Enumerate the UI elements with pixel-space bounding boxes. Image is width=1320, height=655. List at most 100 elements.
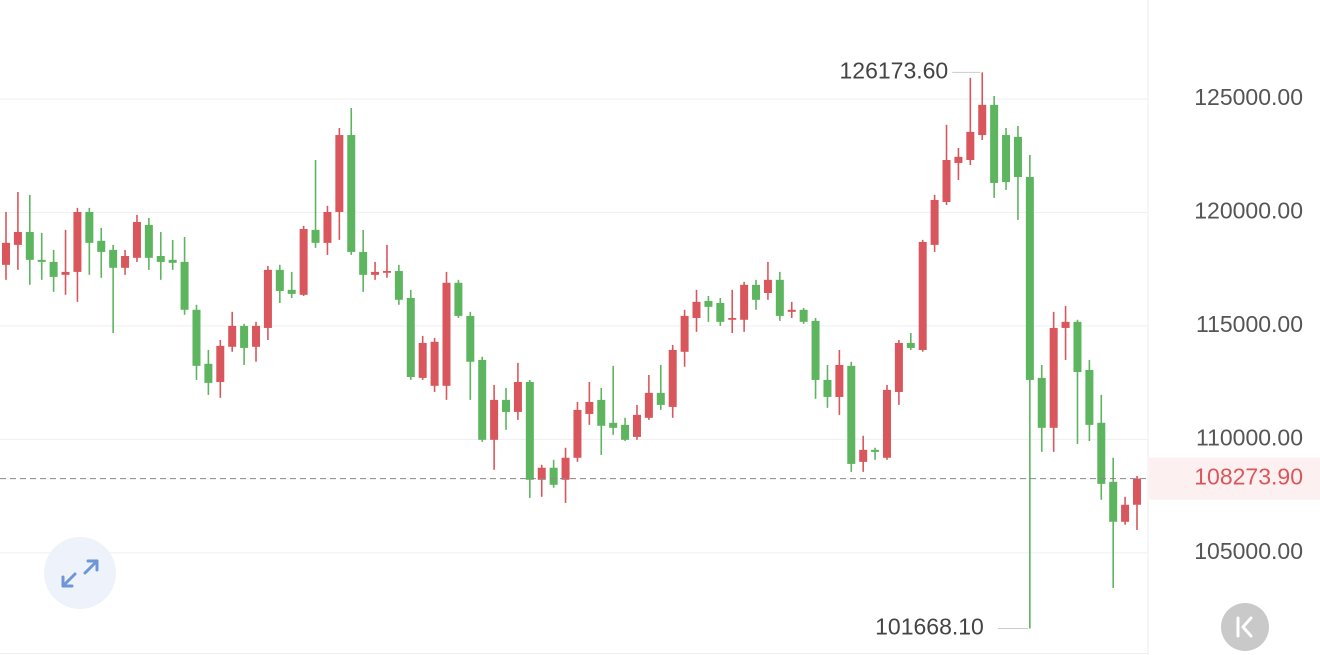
candle-body [811,320,820,380]
candle-body [513,381,522,412]
candle-body [228,325,237,347]
candle-body [704,300,713,307]
candle-body [537,467,546,480]
candle-body [692,301,701,318]
candle-body [359,251,368,275]
candle-body [918,241,927,350]
candle-body [906,342,915,348]
candle-body [1013,136,1022,178]
candle-body [621,424,630,440]
candle-body [252,325,261,347]
candle-body [454,282,463,316]
scroll-to-latest-button[interactable] [1221,603,1269,651]
y-tick-label: 105000.00 [1194,538,1303,564]
candle-body [25,231,34,260]
candle-body [109,249,118,268]
candle-body [240,325,249,348]
candle-body [740,284,749,320]
candle-body [561,457,570,480]
candle-body [597,399,606,426]
candle-body [168,259,177,263]
candle-body [347,135,356,252]
candle-body [549,467,558,485]
candle-body [97,240,106,252]
expand-button-bg[interactable] [44,537,116,609]
high-marker-label: 126173.60 [839,57,948,83]
candle-body [978,104,987,136]
candle-body [930,199,939,245]
candles [2,72,1141,629]
y-tick-label: 120000.00 [1194,198,1303,224]
candle-body [573,409,582,458]
candle-body [394,270,403,300]
candle-body [966,131,975,161]
candle-body [216,345,225,382]
candle-body [882,389,891,458]
candle-body [1097,422,1106,484]
candle-body [1037,377,1046,428]
candle-body [1085,369,1094,425]
candle-body [144,224,153,258]
candle-body [644,392,653,418]
candle-body [525,381,534,480]
expand-icon [61,559,99,588]
candle-body [121,256,130,268]
candle-body [2,242,10,265]
candle-body [1002,135,1011,183]
candle-body [204,363,213,383]
candle-body [299,229,308,295]
candle-body [263,269,272,328]
low-marker-label: 101668.10 [875,614,984,640]
candle-body [37,259,46,262]
candle-body [1109,481,1118,522]
last-price-label: 108273.90 [1194,464,1303,490]
last-price-bg [1149,457,1320,500]
candle-body [585,401,594,414]
candle-body [835,364,844,397]
candle-body [1049,327,1058,428]
candle-body [871,449,880,452]
candle-body [490,399,499,440]
candle-body [942,160,951,202]
candle-body [13,231,22,245]
candle-body [823,379,832,397]
candle-body [49,261,58,277]
candle-body [466,315,475,362]
candle-body [1061,321,1070,328]
candle-body [680,315,689,352]
candle-body [478,359,487,440]
candle-body [847,365,856,464]
candle-body [132,221,141,258]
candle-body [180,261,189,310]
candle-body [752,284,761,300]
candle-body [799,309,808,322]
candle-body [287,289,296,294]
candle-body [1025,177,1034,380]
candle-body [787,309,796,312]
candle-body [335,135,344,212]
candle-body [990,104,999,183]
candle-body [442,282,451,386]
candle-body [894,342,903,392]
candle-body [954,156,963,163]
candle-body [382,270,391,273]
candle-body [323,211,332,243]
candle-body [275,269,284,291]
candle-body [775,279,784,316]
candle-body [430,341,439,386]
candle-body [763,279,772,294]
candle-body [859,449,868,462]
candle-body [1133,478,1141,505]
candle-body [1073,321,1082,372]
candle-body [609,422,618,428]
candle-body [656,392,665,405]
candle-body [1121,504,1130,522]
expand-button[interactable] [44,537,116,609]
candle-body [61,271,70,275]
overlay: 126173.60 101668.10 108273.90 [0,57,1320,640]
candle-body [418,342,427,378]
candle-body [728,317,737,320]
candle-body [502,399,511,412]
